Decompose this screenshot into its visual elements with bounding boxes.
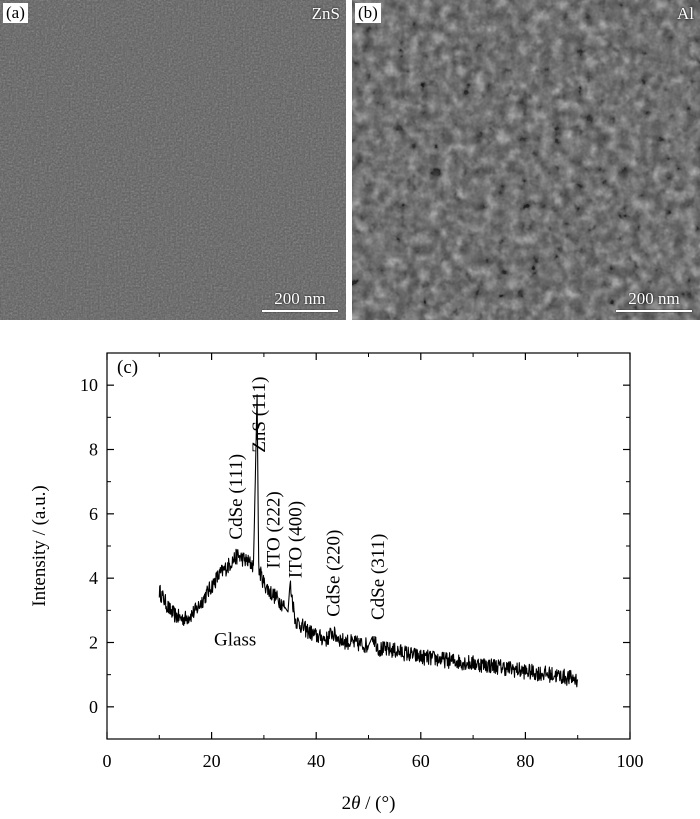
y-tick-label: 0 bbox=[89, 697, 98, 717]
y-tick-label: 10 bbox=[80, 375, 98, 395]
y-tick-label: 4 bbox=[89, 568, 98, 588]
x-axis-label: 2θ / (°) bbox=[342, 793, 396, 814]
y-axis-label: Intensity / (a.u.) bbox=[29, 485, 50, 606]
material-label-al: Al bbox=[677, 4, 694, 23]
x-tick-label: 40 bbox=[307, 751, 325, 771]
sem-image-al: (b) Al 200 nm bbox=[352, 0, 700, 320]
y-tick-label: 6 bbox=[89, 504, 98, 524]
sem-texture-al bbox=[352, 0, 700, 320]
x-tick-label: 80 bbox=[516, 751, 534, 771]
x-axis-label-symbol: θ bbox=[351, 793, 360, 814]
xrd-chart: 0 2 4 6 8 10 0 20 40 60 80 100 CdSe (111)ZnS (111)… bbox=[29, 352, 644, 814]
scale-bar-line-b bbox=[616, 310, 692, 312]
x-axis-label-suffix: / (°) bbox=[360, 793, 395, 814]
sem-image-zns: (a) ZnS 200 nm bbox=[0, 0, 346, 320]
x-axis-label-prefix: 2 bbox=[342, 793, 352, 814]
panel-tag-c: (c) bbox=[117, 357, 138, 378]
series-layer bbox=[158, 394, 579, 688]
x-tick-label: 100 bbox=[617, 751, 644, 771]
peak-label: CdSe (311) bbox=[368, 534, 389, 620]
peak-label: ITO (222) bbox=[264, 491, 285, 568]
scale-bar-a: 200 nm bbox=[262, 289, 338, 312]
peak-label: CdSe (220) bbox=[324, 530, 345, 617]
y-tick-label: 2 bbox=[89, 633, 98, 653]
sem-texture-zns bbox=[0, 0, 346, 320]
scale-bar-line-a bbox=[262, 310, 338, 312]
scale-bar-label-a: 200 nm bbox=[274, 289, 326, 308]
xrd-pattern-line bbox=[158, 394, 579, 688]
y-tick-label: 8 bbox=[89, 440, 98, 460]
peak-label: CdSe (111) bbox=[226, 454, 247, 540]
scale-bar-b: 200 nm bbox=[616, 289, 692, 312]
x-tick-label: 20 bbox=[203, 751, 221, 771]
scale-bar-label-b: 200 nm bbox=[628, 289, 680, 308]
peak-label: Glass bbox=[214, 630, 256, 651]
x-tick-label: 60 bbox=[412, 751, 430, 771]
material-label-zns: ZnS bbox=[311, 4, 340, 23]
peak-annotations: CdSe (111)ZnS (111) ITO (222) ITO (400) CdS… bbox=[214, 377, 389, 651]
y-axis-ticks: 0 2 4 6 8 10 bbox=[80, 352, 630, 740]
x-tick-label: 0 bbox=[103, 751, 112, 771]
peak-label: ZnS (111) bbox=[249, 377, 270, 453]
panel-tag-b: (b) bbox=[355, 3, 381, 23]
peak-label: ITO (400) bbox=[286, 501, 307, 578]
panel-tag-a: (a) bbox=[3, 3, 28, 23]
x-axis-ticks: 0 20 40 60 80 100 bbox=[103, 353, 644, 771]
